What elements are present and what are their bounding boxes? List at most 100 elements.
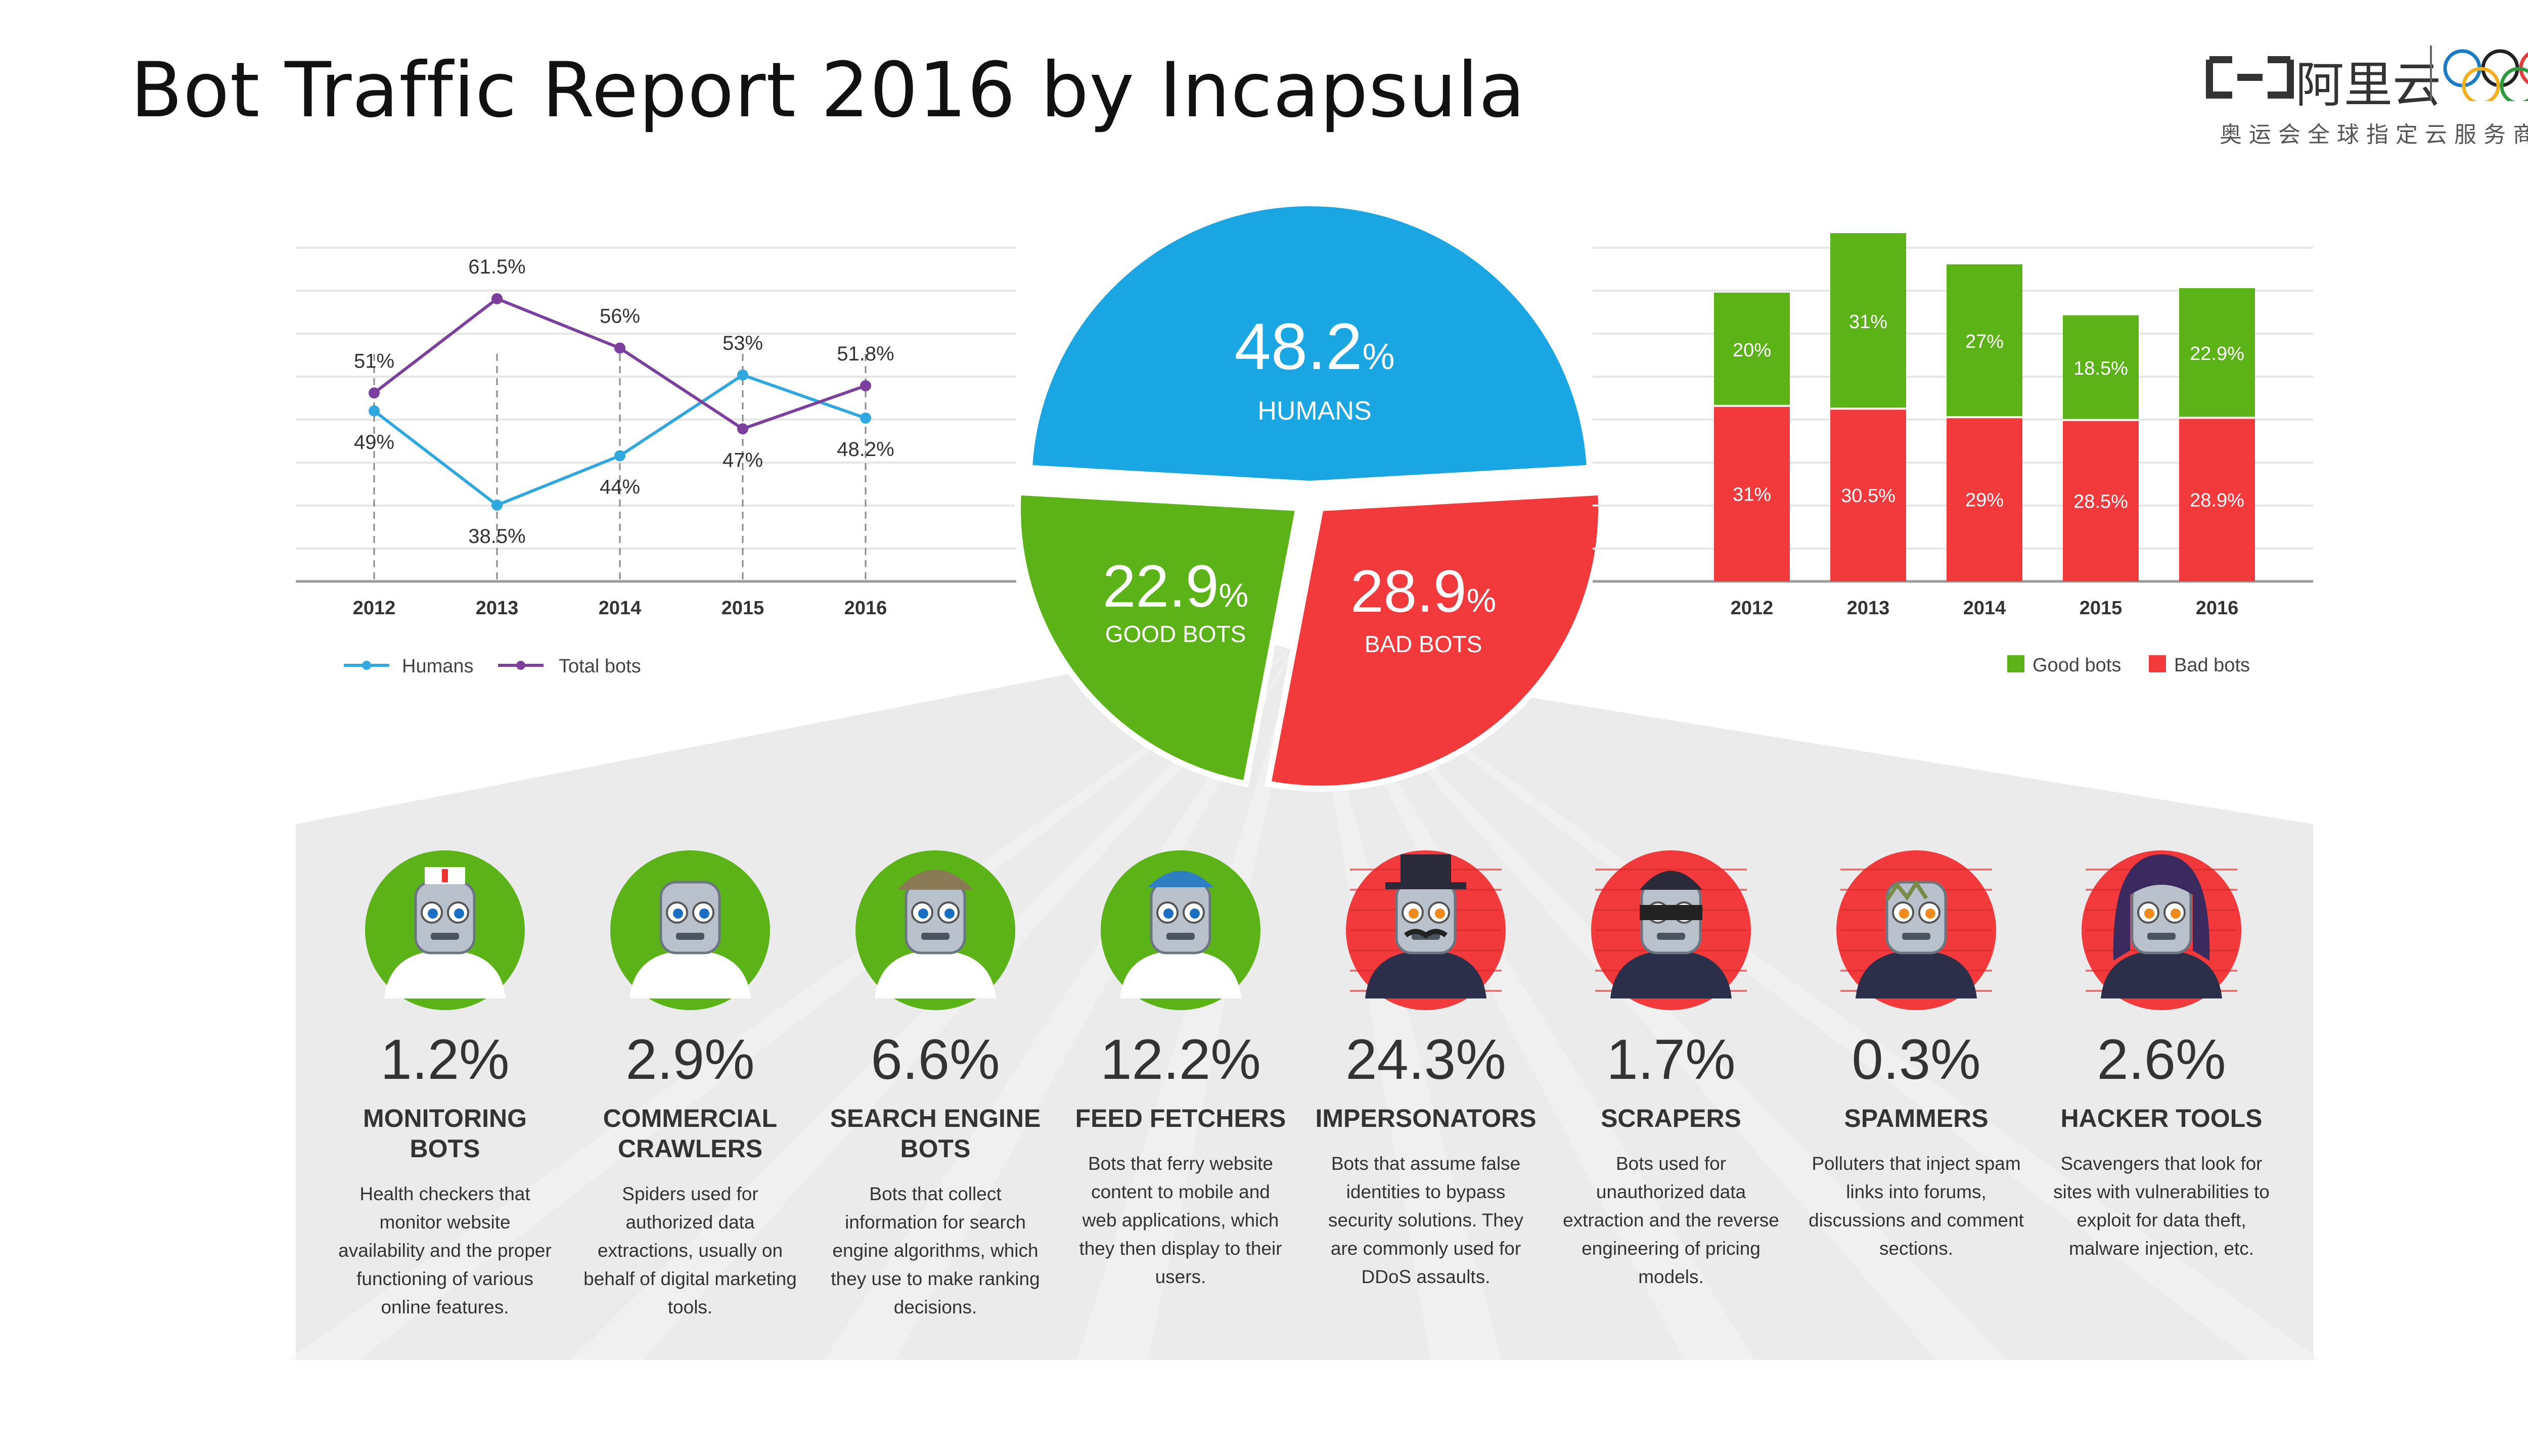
legend-good-bots-swatch <box>2007 655 2024 672</box>
humans-point <box>737 369 748 381</box>
legend-bad-bots-swatch <box>2149 655 2166 672</box>
category-description: Polluters that inject spam links into fo… <box>1809 1153 2024 1259</box>
category-name: SCRAPERS <box>1601 1104 1741 1132</box>
good-bots-bar <box>2179 288 2255 418</box>
category-name: MONITORING BOTS <box>363 1104 527 1163</box>
bar-chart-x-tick: 2015 <box>2080 598 2123 619</box>
bad-bots-bar <box>2063 420 2139 581</box>
good-bots-bar <box>1830 233 1906 409</box>
category-name: IMPERSONATORS <box>1315 1104 1537 1132</box>
good-bots-pct: 22.9% <box>1103 553 1248 620</box>
courier-robot-icon <box>1101 850 1260 1010</box>
bad-bots-bar <box>1830 408 1906 581</box>
line-chart-x-tick: 2016 <box>844 598 887 619</box>
category-name: SPAMMERS <box>1844 1104 1989 1132</box>
good-bots-bar <box>2063 315 2139 420</box>
good-bots-bar <box>1714 292 1790 406</box>
category-percent: 2.6% <box>2097 1028 2226 1091</box>
bot-category: 12.2% FEED FETCHERS Bots that ferry websit… <box>1062 1031 1299 1291</box>
good-bots-label: 22.9% <box>2190 343 2244 365</box>
bar-chart-x-tick: 2016 <box>2196 598 2239 619</box>
burglar-robot-icon <box>1591 850 1751 1010</box>
category-percent: 6.6% <box>871 1028 1000 1091</box>
bad-bots-label: BAD BOTS <box>1365 631 1482 657</box>
detective-robot-icon <box>855 850 1015 1010</box>
bar-chart-x-tick: 2014 <box>1963 598 2006 619</box>
bad-bots-pct: 28.9% <box>1350 558 1496 625</box>
humans-point <box>491 499 503 511</box>
line-data-label: 47% <box>723 449 763 471</box>
category-description: Bots that assume false identities to byp… <box>1328 1153 1523 1287</box>
category-description: Bots that collect information for search… <box>831 1184 1040 1317</box>
category-percent: 1.7% <box>1606 1028 1736 1091</box>
good-bots-label: GOOD BOTS <box>1105 621 1246 647</box>
category-name: HACKER TOOLS <box>2060 1104 2263 1132</box>
bot-category: 2.6% HACKER TOOLS Scavengers that look for… <box>2043 1031 2280 1263</box>
humans-point <box>860 412 871 424</box>
line-data-label: 48.2% <box>837 438 894 461</box>
legend-bad-bots: Bad bots <box>2174 655 2250 676</box>
line-data-label: 51.8% <box>837 343 894 365</box>
humans-slice <box>1026 200 1593 487</box>
bad-bots-label: 28.5% <box>2073 491 2128 512</box>
humans-pct: 48.2% <box>1234 309 1394 383</box>
legend-total-bots: Total bots <box>559 656 641 677</box>
impersonator-robot-icon <box>1346 850 1506 1010</box>
category-description: Bots used for unauthorized data extracti… <box>1563 1153 1779 1287</box>
bot-category: 6.6% SEARCH ENGINE BOTS Bots that collect … <box>817 1031 1054 1322</box>
bad-bots-bar <box>1947 417 2022 581</box>
total-bots-point <box>491 293 503 304</box>
line-data-label: 53% <box>723 332 763 354</box>
bad-bots-bar <box>2179 418 2255 581</box>
bad-bots-slice <box>1264 489 1604 792</box>
brand-slogan: 奥运会全球指定云服务商 <box>2220 122 2528 147</box>
good-bots-label: 20% <box>1733 340 1771 361</box>
humans-point <box>369 405 380 417</box>
line-chart-x-tick: 2012 <box>353 598 396 619</box>
category-description: Scavengers that look for sites with vuln… <box>2053 1153 2270 1259</box>
bad-bots-label: 28.9% <box>2190 490 2244 511</box>
bot-category: 2.9% COMMERCIAL CRAWLERS Spiders used for … <box>571 1031 809 1322</box>
total-bots-point <box>369 387 380 399</box>
category-percent: 1.2% <box>380 1028 510 1091</box>
legend-good-bots: Good bots <box>2033 655 2121 676</box>
category-name: SEARCH ENGINE BOTS <box>830 1104 1041 1163</box>
bar-chart-x-tick: 2013 <box>1847 598 1890 619</box>
bot-category: 0.3% SPAMMERS Polluters that inject spam l… <box>1797 1031 2035 1263</box>
zombie-robot-icon <box>1836 850 1996 1010</box>
bad-bots-bar <box>1714 405 1790 581</box>
humans-point <box>614 450 625 462</box>
line-chart-x-tick: 2014 <box>599 598 642 619</box>
olympic-rings-icon <box>2430 46 2528 101</box>
category-percent: 24.3% <box>1345 1028 1506 1091</box>
category-description: Bots that ferry website content to mobil… <box>1079 1153 1282 1287</box>
bot-category: 1.7% SCRAPERS Bots used for unauthorized d… <box>1552 1031 1790 1291</box>
businessman-robot-icon <box>610 850 770 1010</box>
slide-title: Bot Traffic Report 2016 by Incapsula <box>130 47 1526 134</box>
line-data-label: 56% <box>600 305 640 328</box>
legend-humans: Humans <box>402 656 474 677</box>
bad-bots-label: 30.5% <box>1841 485 1895 507</box>
total-bots-point <box>860 380 871 392</box>
category-name: COMMERCIAL CRAWLERS <box>603 1104 778 1163</box>
bad-bots-label: 31% <box>1733 484 1771 505</box>
stacked-bar-chart: 31% 20% 2012 30.5% 31% 2013 29% 27% 2014 28.5% 18.… <box>1593 233 2313 676</box>
pie-chart: 48.2% HUMANS 22.9% GOOD BOTS 28.9% BAD B… <box>1015 200 1604 792</box>
line-data-label: 49% <box>354 431 394 453</box>
bad-bots-label: 29% <box>1965 490 2004 511</box>
line-chart-legend: Humans Total bots <box>344 656 641 677</box>
line-data-label: 61.5% <box>468 256 525 278</box>
line-chart-x-tick: 2015 <box>721 598 764 619</box>
good-bots-label: 18.5% <box>2073 358 2128 379</box>
line-data-label: 51% <box>354 350 394 372</box>
brand-name: 阿里云 <box>2295 57 2441 113</box>
aliyun-logo: 阿里云 奥运会全球指定云服务商 <box>2204 46 2528 157</box>
total-bots-point <box>614 342 625 354</box>
bar-chart-legend: Good bots Bad bots <box>2007 655 2250 676</box>
hooded-hacker-robot-icon <box>2082 850 2241 1010</box>
bot-category: 24.3% IMPERSONATORS Bots that assume false… <box>1307 1031 1545 1291</box>
total-bots-point <box>737 423 748 435</box>
good-bots-label: 27% <box>1965 331 2004 352</box>
category-description: Spiders used for authorized data extract… <box>583 1184 797 1317</box>
